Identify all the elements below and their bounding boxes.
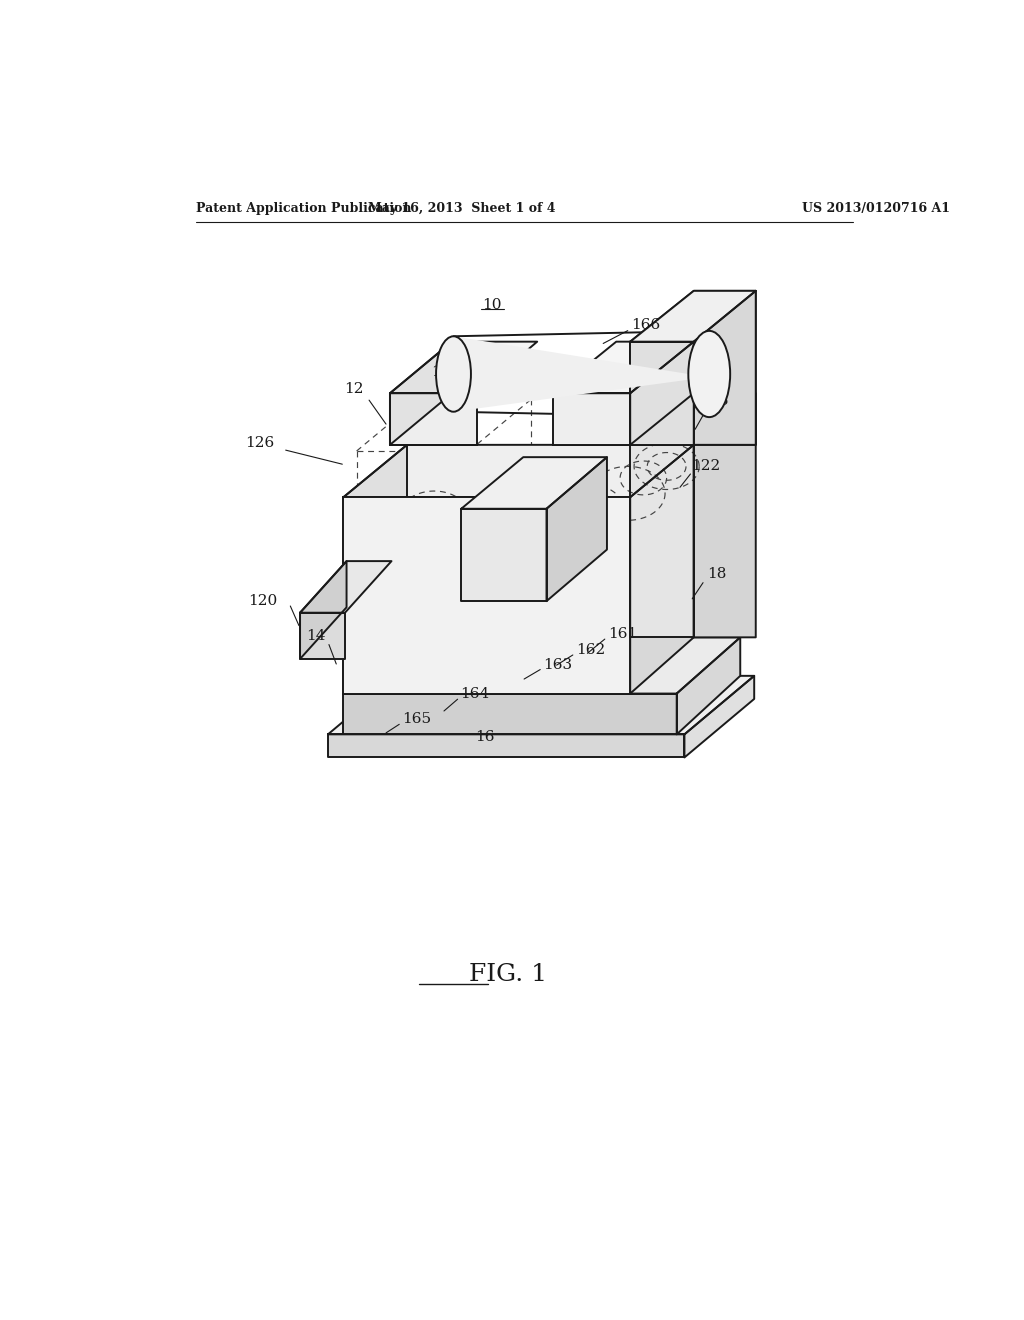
Text: 10: 10	[482, 298, 502, 312]
Polygon shape	[630, 290, 756, 342]
Polygon shape	[343, 693, 677, 734]
Polygon shape	[693, 290, 756, 445]
Text: 14: 14	[306, 628, 326, 643]
Text: 18: 18	[708, 568, 727, 581]
Polygon shape	[454, 337, 730, 417]
Polygon shape	[343, 445, 693, 498]
Polygon shape	[553, 393, 630, 445]
Polygon shape	[630, 342, 693, 445]
Polygon shape	[461, 457, 607, 508]
Polygon shape	[630, 342, 693, 445]
Ellipse shape	[436, 337, 471, 412]
Text: 161: 161	[608, 627, 637, 642]
Text: 165: 165	[402, 711, 432, 726]
Ellipse shape	[688, 331, 730, 417]
Text: 12: 12	[344, 383, 365, 396]
Polygon shape	[630, 342, 693, 445]
Polygon shape	[343, 638, 740, 693]
Text: 166: 166	[631, 318, 660, 331]
Polygon shape	[343, 498, 630, 693]
Text: 124: 124	[431, 366, 461, 379]
Text: Patent Application Publication: Patent Application Publication	[197, 202, 412, 215]
Text: 163: 163	[544, 659, 572, 672]
Text: 120: 120	[248, 594, 278, 609]
Polygon shape	[390, 342, 452, 445]
Text: May 16, 2013  Sheet 1 of 4: May 16, 2013 Sheet 1 of 4	[368, 202, 555, 215]
Polygon shape	[300, 612, 345, 659]
Polygon shape	[300, 561, 391, 612]
Polygon shape	[300, 561, 346, 659]
Text: 162: 162	[577, 643, 605, 656]
Polygon shape	[547, 457, 607, 601]
Polygon shape	[693, 290, 756, 445]
Text: 126: 126	[245, 437, 274, 450]
Polygon shape	[461, 508, 547, 601]
Polygon shape	[390, 342, 538, 393]
Polygon shape	[630, 290, 756, 342]
Text: 16: 16	[475, 730, 495, 744]
Polygon shape	[630, 445, 693, 693]
Polygon shape	[328, 734, 684, 758]
Text: 16: 16	[709, 393, 728, 408]
Polygon shape	[328, 676, 755, 734]
Polygon shape	[677, 638, 740, 734]
Text: FIG. 1: FIG. 1	[469, 964, 547, 986]
Polygon shape	[390, 393, 477, 445]
Polygon shape	[630, 445, 693, 638]
Polygon shape	[553, 342, 693, 393]
Polygon shape	[693, 393, 756, 638]
Text: US 2013/0120716 A1: US 2013/0120716 A1	[802, 202, 950, 215]
Polygon shape	[343, 445, 407, 693]
Polygon shape	[684, 676, 755, 758]
Text: 164: 164	[460, 686, 489, 701]
Text: 122: 122	[691, 459, 720, 474]
